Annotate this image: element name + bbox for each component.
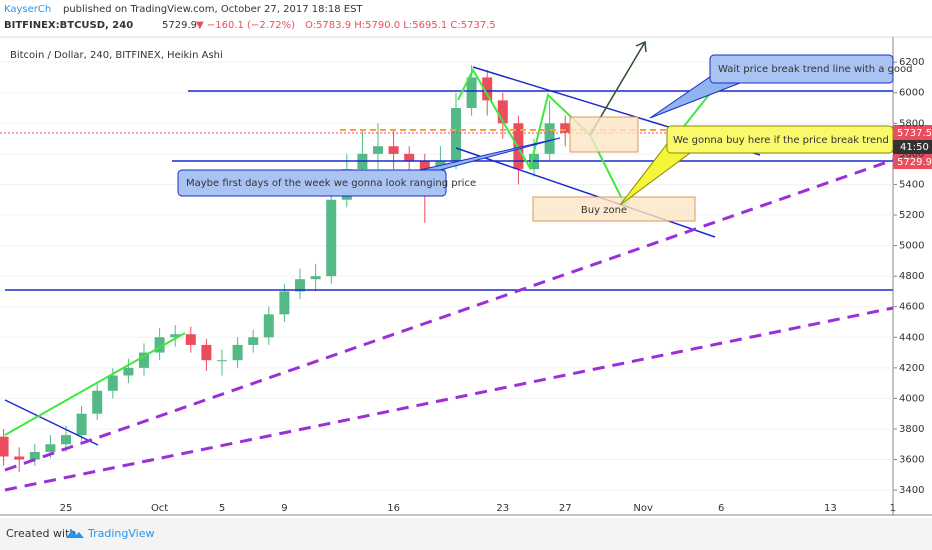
- chart-title: Bitcoin / Dollar, 240, BITFINEX, Heikin …: [10, 50, 223, 61]
- x-tick-label: 25: [60, 503, 73, 514]
- candle-body: [404, 153, 415, 162]
- candle-body: [14, 456, 25, 460]
- candle-body: [310, 276, 321, 280]
- candle-body: [29, 451, 40, 460]
- annotation: We gonna buy here if the price break tre…: [673, 135, 921, 146]
- candle-body: [154, 337, 165, 353]
- candle-body: [466, 77, 477, 109]
- candle-body: [45, 444, 56, 452]
- logo: [66, 530, 84, 538]
- candle-body: [482, 77, 493, 101]
- footer-bg: [0, 518, 932, 550]
- trend-line: [455, 147, 716, 238]
- countdown: 41:50: [900, 142, 929, 153]
- x-tick-label: Oct: [151, 503, 168, 514]
- price-label-box: [893, 154, 932, 169]
- y-tick-label: 6200: [899, 57, 924, 68]
- price-label: 5729.9: [897, 157, 932, 168]
- zone: [569, 116, 639, 153]
- candle-body: [263, 314, 274, 338]
- last-price: 5729.9: [162, 20, 197, 31]
- x-tick-label: 16: [387, 503, 400, 514]
- price-label-box: [893, 140, 932, 154]
- callout: [709, 54, 894, 84]
- candle-body: [107, 375, 118, 391]
- arrow-head: [635, 40, 647, 53]
- drawings: [0, 40, 894, 492]
- annotation: Buy zone: [581, 205, 627, 216]
- change: ▼ −160.1 (−2.72%): [196, 20, 295, 31]
- candle-body: [123, 367, 134, 376]
- publisher: KayserCh: [4, 4, 51, 15]
- candle-body: [279, 291, 290, 315]
- footer-text: Created with: [6, 527, 76, 540]
- x-tick-label: 23: [496, 503, 509, 514]
- y-tick-label: 5000: [899, 241, 924, 252]
- candle-body: [497, 100, 508, 124]
- y-tick-label: 3800: [899, 424, 924, 435]
- candle-body: [248, 337, 259, 345]
- candle-body: [373, 146, 383, 154]
- candle-body: [139, 352, 149, 368]
- published: published on TradingView.com, October 27…: [63, 4, 363, 15]
- y-tick-label: 5800: [899, 118, 924, 129]
- candle-body: [201, 344, 212, 361]
- candle-body: [232, 344, 243, 361]
- y-tick-label: 4400: [899, 332, 924, 343]
- y-tick-label: 4600: [899, 302, 924, 313]
- x-tick-label: 6: [718, 503, 724, 514]
- candle-body: [451, 108, 461, 162]
- y-tick-label: 5600: [899, 149, 924, 160]
- support-line: [4, 158, 894, 472]
- candle-body: [76, 413, 87, 436]
- callout: [177, 169, 447, 197]
- candle-body: [295, 279, 305, 292]
- y-tick-label: 5400: [899, 179, 924, 190]
- candle-body: [388, 146, 399, 154]
- buy-zone: [532, 196, 696, 222]
- candle-body: [185, 334, 196, 345]
- annotation: Wait price break trend line with a good: [718, 64, 913, 75]
- symbol: BITFINEX:BTCUSD, 240: [4, 20, 133, 31]
- x-tick-label: Nov: [633, 503, 653, 514]
- x-tick-label: 27: [559, 503, 572, 514]
- candle-body: [326, 199, 337, 277]
- price-label: 5737.5: [897, 128, 932, 139]
- footer-brand[interactable]: TradingView: [87, 527, 154, 540]
- x-tick-label: 9: [281, 503, 287, 514]
- candle-body: [560, 123, 571, 133]
- x-tick-label: 5: [219, 503, 225, 514]
- x-tick-label: 13: [824, 503, 837, 514]
- ohlc: O:5783.9 H:5790.0 L:5695.1 C:5737.5: [305, 20, 496, 31]
- x-tick-label: 1: [890, 503, 896, 514]
- annotation: Maybe first days of the week we gonna lo…: [186, 178, 476, 189]
- y-tick-label: 4000: [899, 393, 924, 404]
- candle-body: [170, 334, 181, 338]
- trend-line: [4, 399, 99, 446]
- y-tick-label: 4200: [899, 363, 924, 374]
- y-tick-label: 3400: [899, 485, 924, 496]
- candle-body: [92, 390, 103, 414]
- support-line: [4, 306, 894, 492]
- y-tick-label: 4800: [899, 271, 924, 282]
- candle-body: [61, 435, 71, 445]
- y-tick-label: 6000: [899, 88, 924, 99]
- candle-body: [544, 123, 555, 154]
- y-tick-label: 5200: [899, 210, 924, 221]
- candle-body: [217, 360, 227, 362]
- price-label-box: [893, 125, 932, 140]
- path-line: [4, 332, 186, 436]
- candle-body: [0, 436, 9, 457]
- y-tick-label: 3600: [899, 455, 924, 466]
